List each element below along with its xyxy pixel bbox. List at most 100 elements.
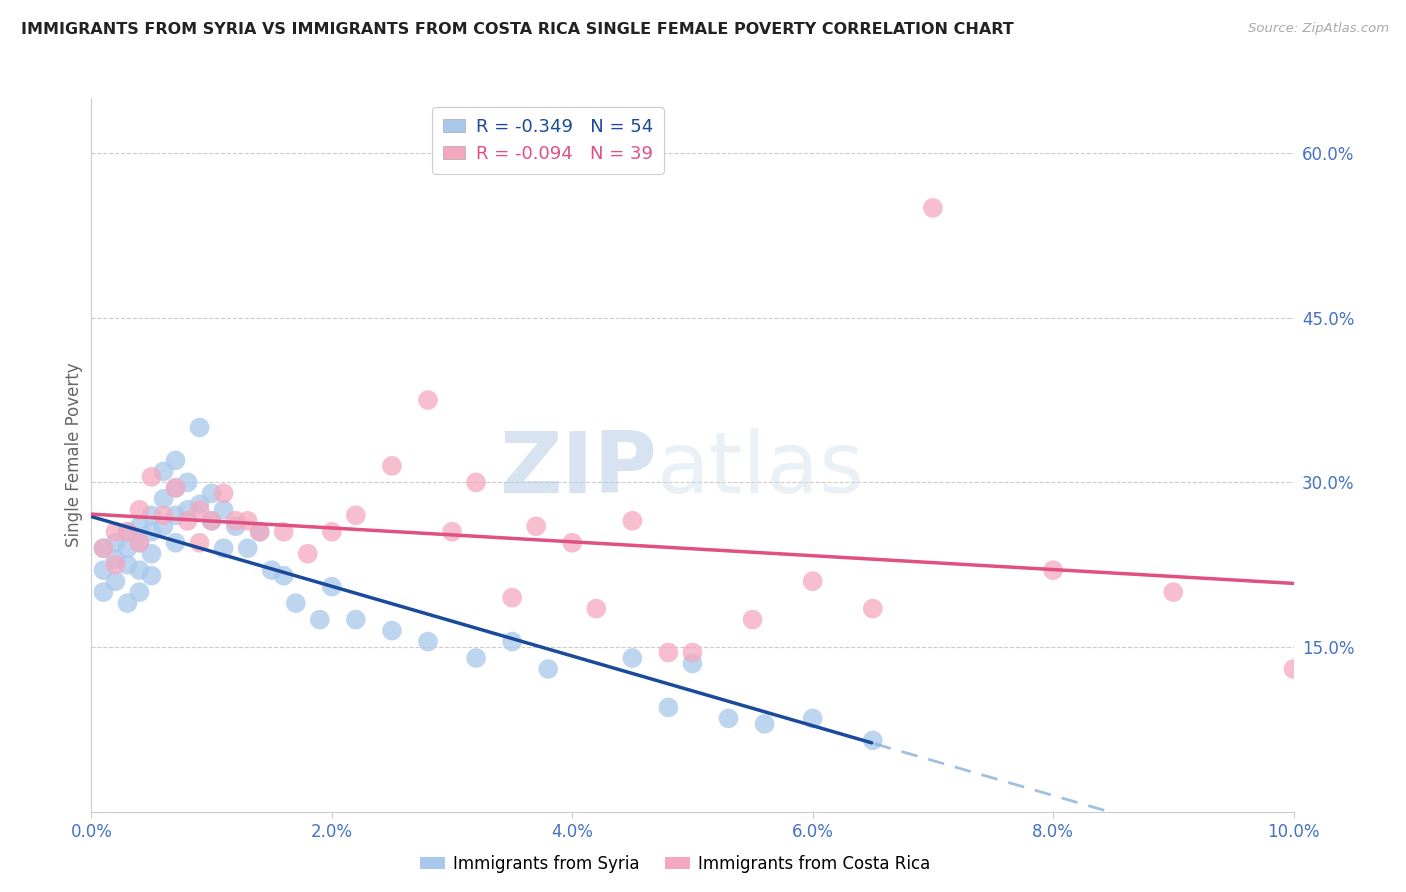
Point <box>93 541 115 556</box>
Point <box>176 503 198 517</box>
Point <box>741 613 763 627</box>
Point <box>152 464 174 478</box>
Y-axis label: Single Female Poverty: Single Female Poverty <box>65 363 83 547</box>
Point <box>212 503 235 517</box>
Point <box>524 519 547 533</box>
Point <box>117 524 139 539</box>
Point <box>152 491 174 506</box>
Point <box>128 535 150 549</box>
Point <box>754 717 776 731</box>
Point <box>188 503 211 517</box>
Point <box>141 508 163 523</box>
Point <box>128 519 150 533</box>
Point <box>236 541 259 556</box>
Point <box>284 596 307 610</box>
Point <box>128 563 150 577</box>
Text: Source: ZipAtlas.com: Source: ZipAtlas.com <box>1249 22 1389 36</box>
Point <box>344 613 367 627</box>
Point <box>1161 585 1184 599</box>
Point <box>1282 662 1305 676</box>
Point <box>165 453 187 467</box>
Point <box>188 497 211 511</box>
Point <box>321 524 343 539</box>
Point <box>657 700 679 714</box>
Point <box>236 514 259 528</box>
Point <box>141 568 163 582</box>
Point <box>225 514 247 528</box>
Text: atlas: atlas <box>657 427 865 511</box>
Point <box>465 651 488 665</box>
Legend: Immigrants from Syria, Immigrants from Costa Rica: Immigrants from Syria, Immigrants from C… <box>413 848 936 880</box>
Point <box>308 613 330 627</box>
Point <box>165 508 187 523</box>
Point <box>141 470 163 484</box>
Point <box>273 524 295 539</box>
Point <box>440 524 463 539</box>
Point <box>273 568 295 582</box>
Point <box>249 524 271 539</box>
Point <box>621 651 644 665</box>
Point <box>249 524 271 539</box>
Point <box>681 646 703 660</box>
Point <box>93 541 115 556</box>
Point <box>201 514 224 528</box>
Point <box>416 634 439 648</box>
Point <box>201 514 224 528</box>
Point <box>128 503 150 517</box>
Point <box>501 634 523 648</box>
Point <box>344 508 367 523</box>
Point <box>381 624 404 638</box>
Point <box>141 547 163 561</box>
Point <box>188 420 211 434</box>
Point <box>212 541 235 556</box>
Point <box>561 535 583 549</box>
Point <box>801 574 824 589</box>
Point <box>165 481 187 495</box>
Point <box>117 558 139 572</box>
Point <box>657 646 679 660</box>
Point <box>117 596 139 610</box>
Point <box>1042 563 1064 577</box>
Point <box>128 535 150 549</box>
Point <box>537 662 560 676</box>
Point <box>176 475 198 490</box>
Point <box>585 601 607 615</box>
Text: IMMIGRANTS FROM SYRIA VS IMMIGRANTS FROM COSTA RICA SINGLE FEMALE POVERTY CORREL: IMMIGRANTS FROM SYRIA VS IMMIGRANTS FROM… <box>21 22 1014 37</box>
Point <box>260 563 283 577</box>
Point <box>416 392 439 407</box>
Point <box>862 601 884 615</box>
Point <box>93 563 115 577</box>
Point <box>225 519 247 533</box>
Point <box>165 535 187 549</box>
Point <box>212 486 235 500</box>
Point <box>621 514 644 528</box>
Point <box>321 580 343 594</box>
Point <box>141 524 163 539</box>
Point <box>465 475 488 490</box>
Point <box>93 585 115 599</box>
Point <box>717 711 740 725</box>
Legend: R = -0.349   N = 54, R = -0.094   N = 39: R = -0.349 N = 54, R = -0.094 N = 39 <box>433 107 664 174</box>
Point <box>104 535 127 549</box>
Point <box>104 558 127 572</box>
Text: ZIP: ZIP <box>499 427 657 511</box>
Point <box>104 574 127 589</box>
Point <box>117 541 139 556</box>
Point <box>128 585 150 599</box>
Point <box>165 481 187 495</box>
Point <box>104 552 127 566</box>
Point <box>188 535 211 549</box>
Point <box>297 547 319 561</box>
Point <box>201 486 224 500</box>
Point <box>152 508 174 523</box>
Point <box>381 458 404 473</box>
Point <box>681 657 703 671</box>
Point <box>862 733 884 747</box>
Point <box>501 591 523 605</box>
Point <box>801 711 824 725</box>
Point <box>117 524 139 539</box>
Point <box>152 519 174 533</box>
Point <box>176 514 198 528</box>
Point <box>922 201 945 215</box>
Point <box>104 524 127 539</box>
